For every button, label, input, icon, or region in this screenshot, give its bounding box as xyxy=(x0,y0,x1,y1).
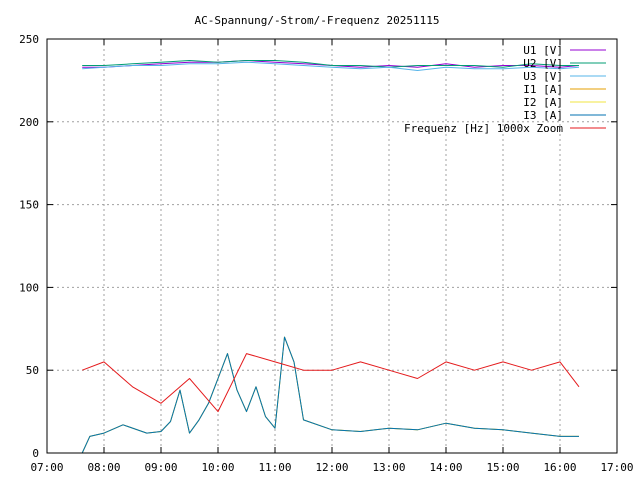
y-tick-label: 100 xyxy=(19,281,39,294)
series-line xyxy=(81,336,579,454)
series-line xyxy=(82,353,580,413)
legend: U1 [V]U2 [V]U3 [V]I1 [A]I2 [A]I3 [A]Freq… xyxy=(404,44,606,135)
legend-label: U1 [V] xyxy=(523,44,563,57)
x-tick-label: 17:00 xyxy=(600,461,633,474)
y-tick-label: 50 xyxy=(26,364,39,377)
axes: 0 50 100 150 200 250 07:00 08:00 09:00 10:00 11:00… xyxy=(19,33,633,474)
x-tick-label: 07:00 xyxy=(30,461,63,474)
legend-label: I2 [A] xyxy=(523,96,563,109)
legend-label: I1 [A] xyxy=(523,83,563,96)
x-tick-label: 08:00 xyxy=(87,461,120,474)
y-tick-label: 150 xyxy=(19,199,39,212)
x-tick-label: 11:00 xyxy=(258,461,291,474)
x-tick-label: 09:00 xyxy=(144,461,177,474)
series-line xyxy=(82,60,579,68)
legend-label: Frequenz [Hz] 1000x Zoom xyxy=(404,122,563,135)
grid xyxy=(47,39,617,453)
y-tick-label: 250 xyxy=(19,33,39,46)
series-layer xyxy=(81,60,580,454)
x-tick-label: 15:00 xyxy=(486,461,519,474)
x-tick-label: 13:00 xyxy=(372,461,405,474)
x-tick-label: 12:00 xyxy=(315,461,348,474)
x-tick-label: 16:00 xyxy=(543,461,576,474)
y-tick-label: 200 xyxy=(19,116,39,129)
y-tick-label: 0 xyxy=(32,447,39,460)
x-tick-label: 10:00 xyxy=(201,461,234,474)
x-tick-label: 14:00 xyxy=(429,461,462,474)
legend-label: U3 [V] xyxy=(523,70,563,83)
series-line xyxy=(82,61,580,71)
chart-title: AC-Spannung/-Strom/-Frequenz 20251115 xyxy=(194,14,439,27)
legend-label: I3 [A] xyxy=(523,109,563,122)
legend-label: U2 [V] xyxy=(523,57,563,70)
